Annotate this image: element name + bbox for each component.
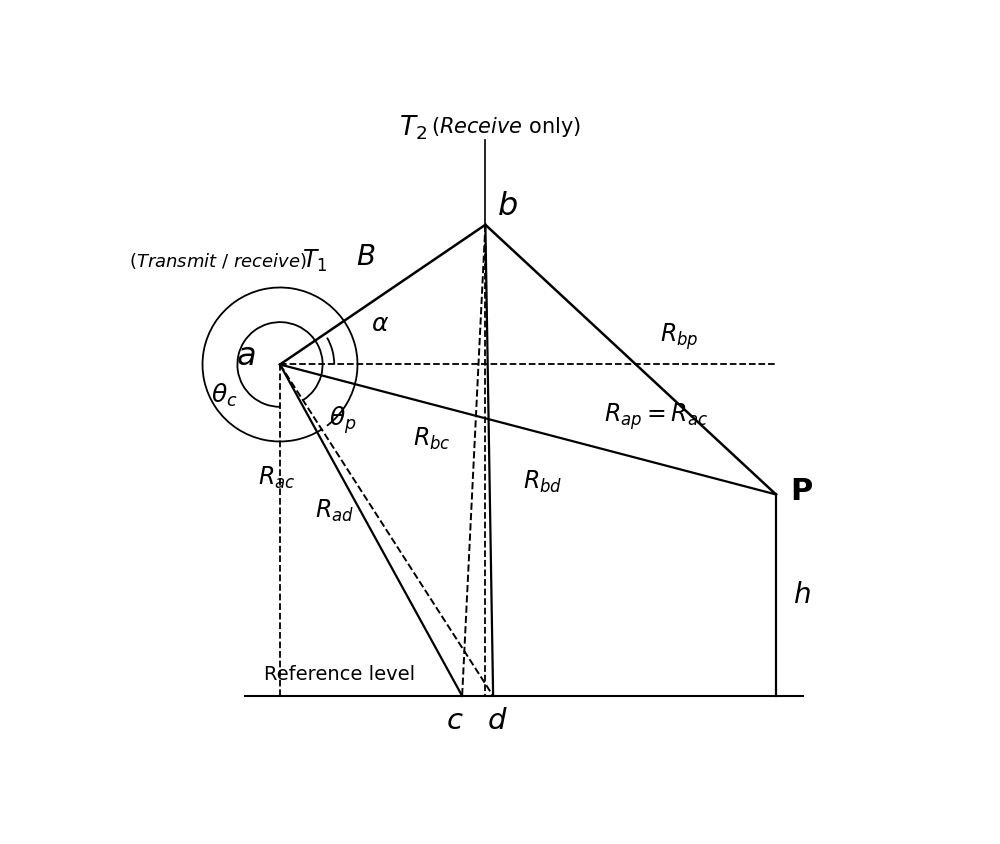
Text: $c$: $c$: [446, 707, 464, 735]
Text: $a$: $a$: [236, 340, 255, 371]
Text: $R_{ac}$: $R_{ac}$: [258, 465, 296, 491]
Text: Reference level: Reference level: [264, 665, 416, 684]
Text: $b$: $b$: [497, 191, 518, 222]
Text: $R_{ad}$: $R_{ad}$: [315, 498, 354, 524]
Text: $\alpha$: $\alpha$: [371, 311, 389, 336]
Text: $d$: $d$: [487, 707, 507, 735]
Text: $B$: $B$: [356, 243, 375, 271]
Text: $R_{bp}$: $R_{bp}$: [660, 322, 698, 352]
Text: $R_{ap}=R_{ac}$: $R_{ap}=R_{ac}$: [604, 401, 708, 432]
Text: ($\mathit{Receive}$ only): ($\mathit{Receive}$ only): [431, 116, 581, 139]
Text: ($\mathit{Transmit}$ / $\mathit{receive}$): ($\mathit{Transmit}$ / $\mathit{receive}…: [129, 251, 307, 270]
Text: $\theta_p$: $\theta_p$: [329, 404, 356, 436]
Text: $h$: $h$: [793, 582, 811, 609]
Text: $T_2$: $T_2$: [399, 113, 427, 142]
Text: $R_{bc}$: $R_{bc}$: [413, 426, 450, 452]
Text: $T_1$: $T_1$: [302, 247, 327, 273]
Text: $R_{bd}$: $R_{bd}$: [523, 468, 563, 495]
Text: P: P: [790, 477, 812, 506]
Text: $\theta_c$: $\theta_c$: [211, 382, 237, 409]
